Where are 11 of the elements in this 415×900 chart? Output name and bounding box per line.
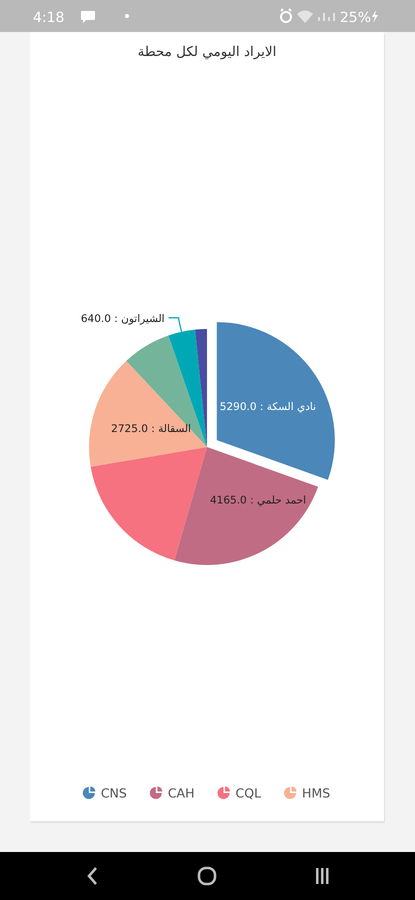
chart-title: الايراد اليومي لكل محطة (138, 44, 276, 60)
legend-label: CAH (168, 786, 195, 800)
data-label: الشيراتون : 640.0 (80, 312, 165, 325)
data-label: السقالة : 2725.0 (111, 423, 191, 436)
text: 4:18 (33, 10, 64, 26)
text: 25% (340, 10, 371, 26)
legend-label: HMS (302, 786, 330, 800)
data-label: احمد حلمي : 4165.0 (210, 494, 306, 507)
legend-label: CQL (236, 786, 262, 800)
legend-label: CNS (100, 786, 127, 800)
data-label: نادي السكة : 5290.0 (220, 401, 316, 414)
